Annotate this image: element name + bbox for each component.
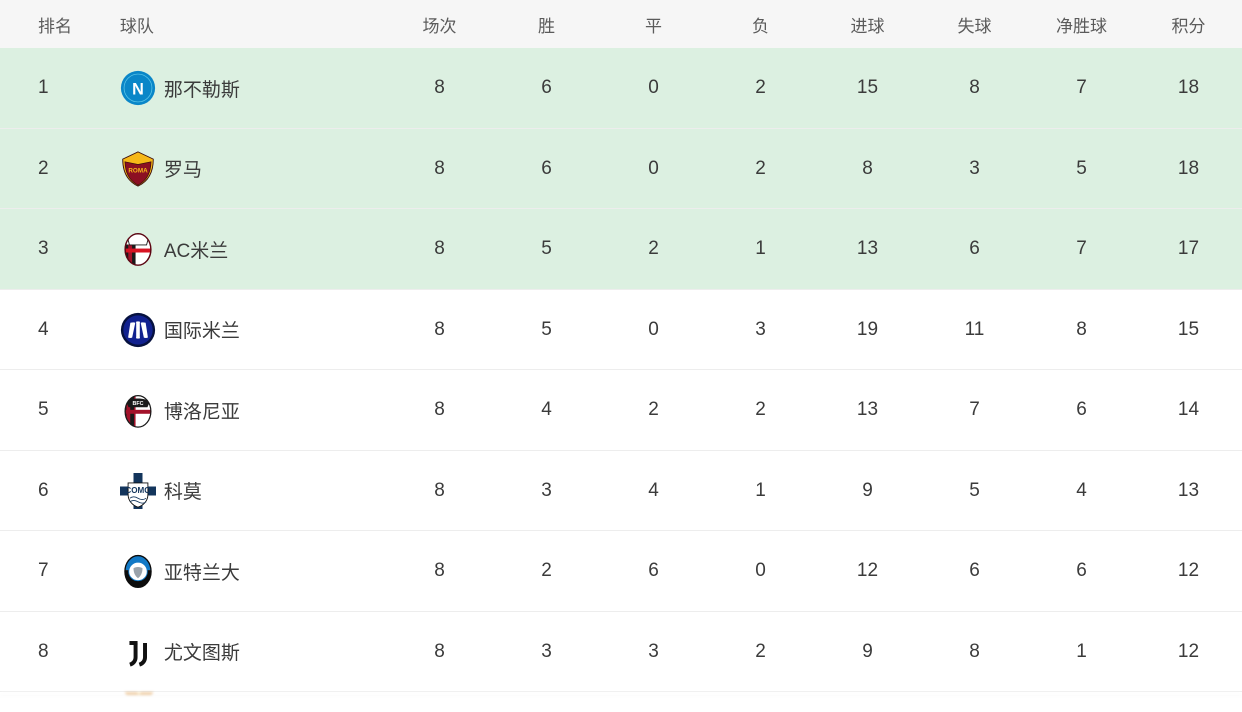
svg-text:N: N [132,81,144,99]
svg-text:BFC: BFC [132,401,143,407]
svg-text:COMO: COMO [125,486,150,495]
svg-text:ROMA: ROMA [128,167,148,174]
